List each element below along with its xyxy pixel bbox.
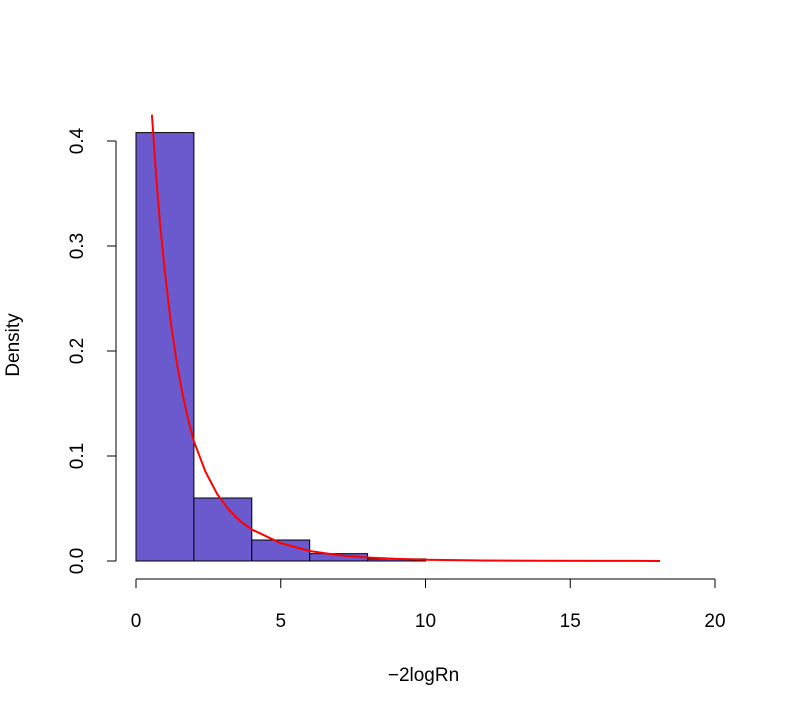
y-tick-label: 0.3 bbox=[67, 233, 88, 259]
x-axis: 0 5 10 15 20 bbox=[131, 578, 726, 632]
y-tick-label: 0.2 bbox=[67, 338, 88, 364]
y-axis: 0.0 0.1 0.2 0.3 0.4 bbox=[67, 127, 117, 574]
y-tick-label: 0.4 bbox=[67, 127, 88, 154]
density-curve bbox=[150, 114, 661, 562]
histogram-bar-0 bbox=[135, 132, 195, 562]
histogram-bars bbox=[135, 132, 427, 562]
histogram-bar-1 bbox=[193, 497, 253, 562]
y-tick-label: 0.1 bbox=[67, 443, 88, 469]
x-tick-label: 5 bbox=[275, 611, 286, 632]
x-axis-title: −2logRn bbox=[388, 665, 459, 686]
x-tick-label: 15 bbox=[560, 611, 581, 632]
y-axis-title: Density bbox=[3, 313, 24, 377]
x-tick-label: 20 bbox=[704, 611, 725, 632]
y-tick-label: 0.0 bbox=[67, 548, 88, 574]
x-tick-label: 10 bbox=[415, 611, 436, 632]
x-tick-label: 0 bbox=[131, 611, 142, 632]
